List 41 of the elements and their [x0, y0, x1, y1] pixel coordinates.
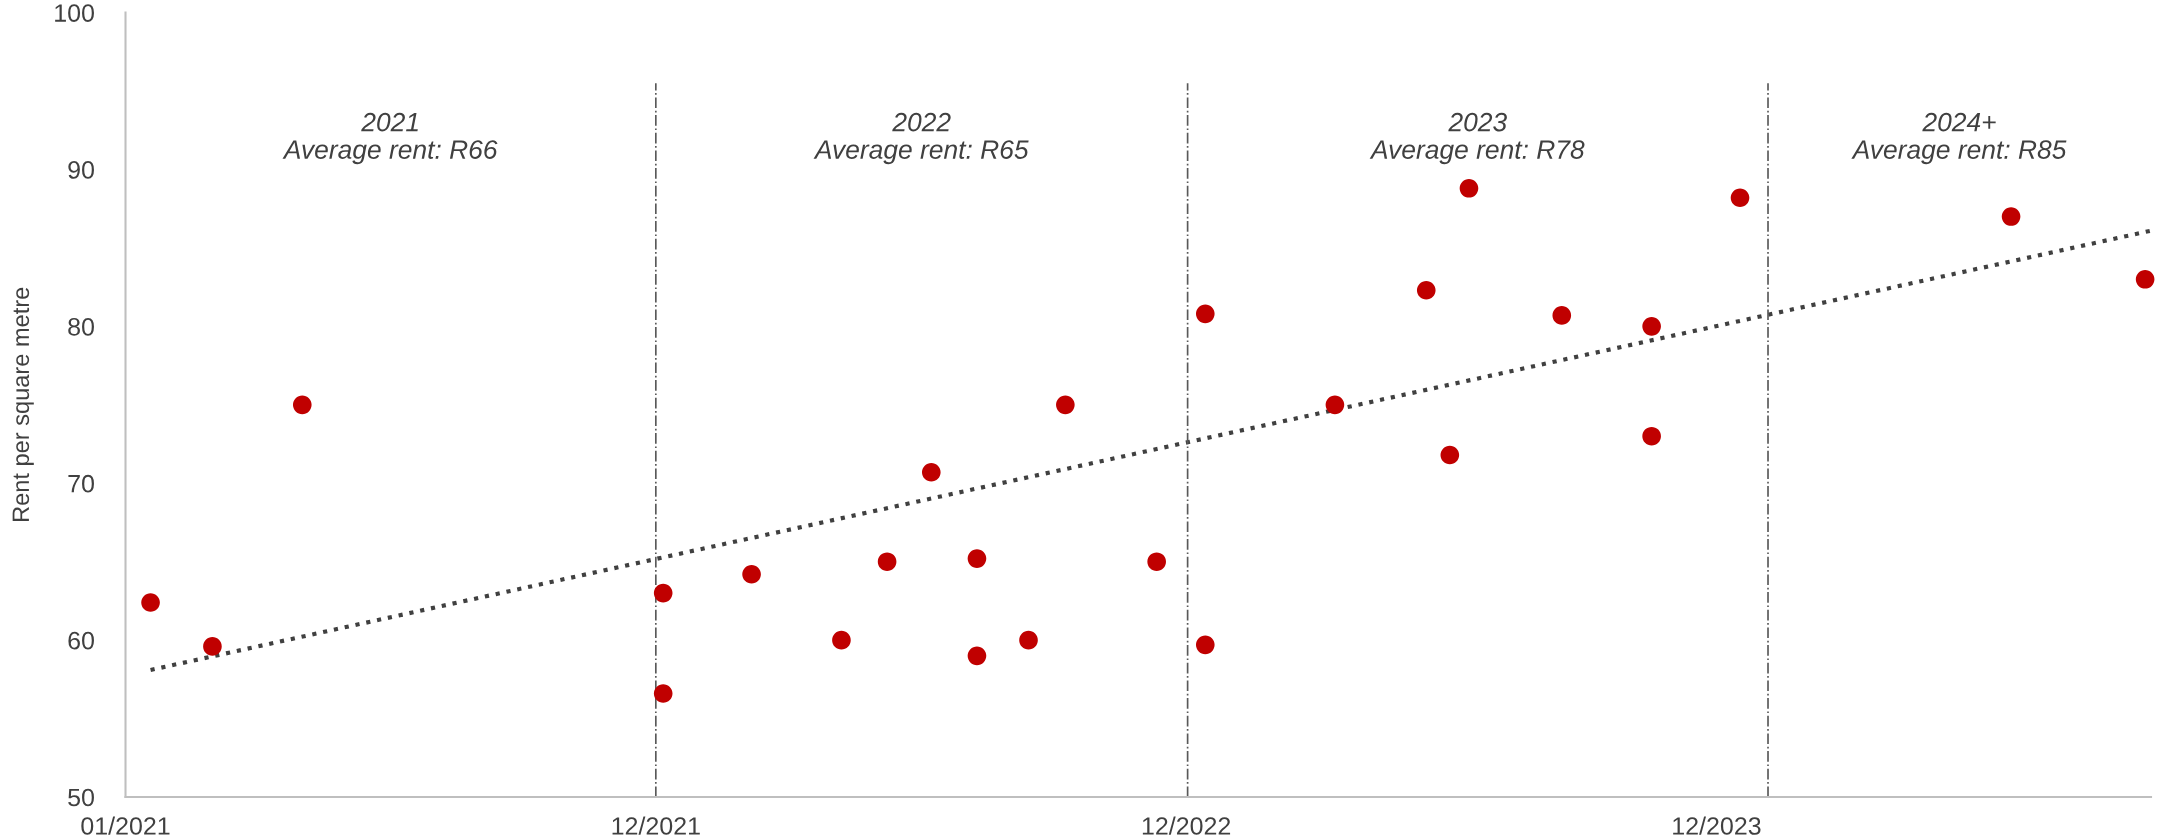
point — [1416, 280, 1436, 300]
point — [1552, 306, 1572, 325]
annotation: 2021 Average rent: R66 — [282, 112, 498, 165]
point — [1195, 304, 1215, 324]
annotation: 2024+ Average rent: R85 — [1851, 112, 2067, 165]
point — [1642, 426, 1661, 446]
y-tick-label: 70 — [68, 474, 94, 493]
point — [1019, 630, 1038, 650]
point — [1459, 178, 1479, 198]
x-tick-label: 01/2021 — [81, 816, 170, 835]
point — [1056, 395, 1075, 415]
annotation: 2023 Average rent: R78 — [1369, 112, 1585, 165]
point — [1147, 552, 1166, 572]
point — [1325, 395, 1345, 415]
point — [653, 684, 673, 703]
point — [877, 552, 897, 572]
point — [203, 637, 222, 656]
y-tick-label: 60 — [68, 631, 94, 650]
y-tick-label: 50 — [68, 788, 94, 807]
point — [967, 549, 987, 568]
point — [742, 564, 761, 584]
point — [967, 646, 987, 666]
annotation: 2022 Average rent: R65 — [813, 112, 1029, 165]
x-tick-label: 12/2021 — [612, 816, 700, 835]
y-tick-label: 100 — [55, 4, 94, 22]
point — [2135, 269, 2155, 289]
point — [1440, 445, 1460, 465]
y-tick-label: 90 — [68, 161, 94, 179]
point — [1642, 317, 1661, 336]
y-axis-title: Rent per square metre — [12, 287, 34, 521]
point — [141, 593, 160, 612]
y-tick-label: 80 — [68, 317, 94, 336]
x-tick-label: 12/2022 — [1142, 816, 1231, 835]
point — [1730, 188, 1750, 208]
point — [1195, 635, 1215, 655]
point — [2001, 207, 2021, 226]
point — [292, 395, 312, 415]
point — [921, 462, 941, 482]
x-tick-label: 12/2023 — [1673, 816, 1761, 835]
point — [653, 583, 673, 603]
point — [832, 630, 851, 650]
